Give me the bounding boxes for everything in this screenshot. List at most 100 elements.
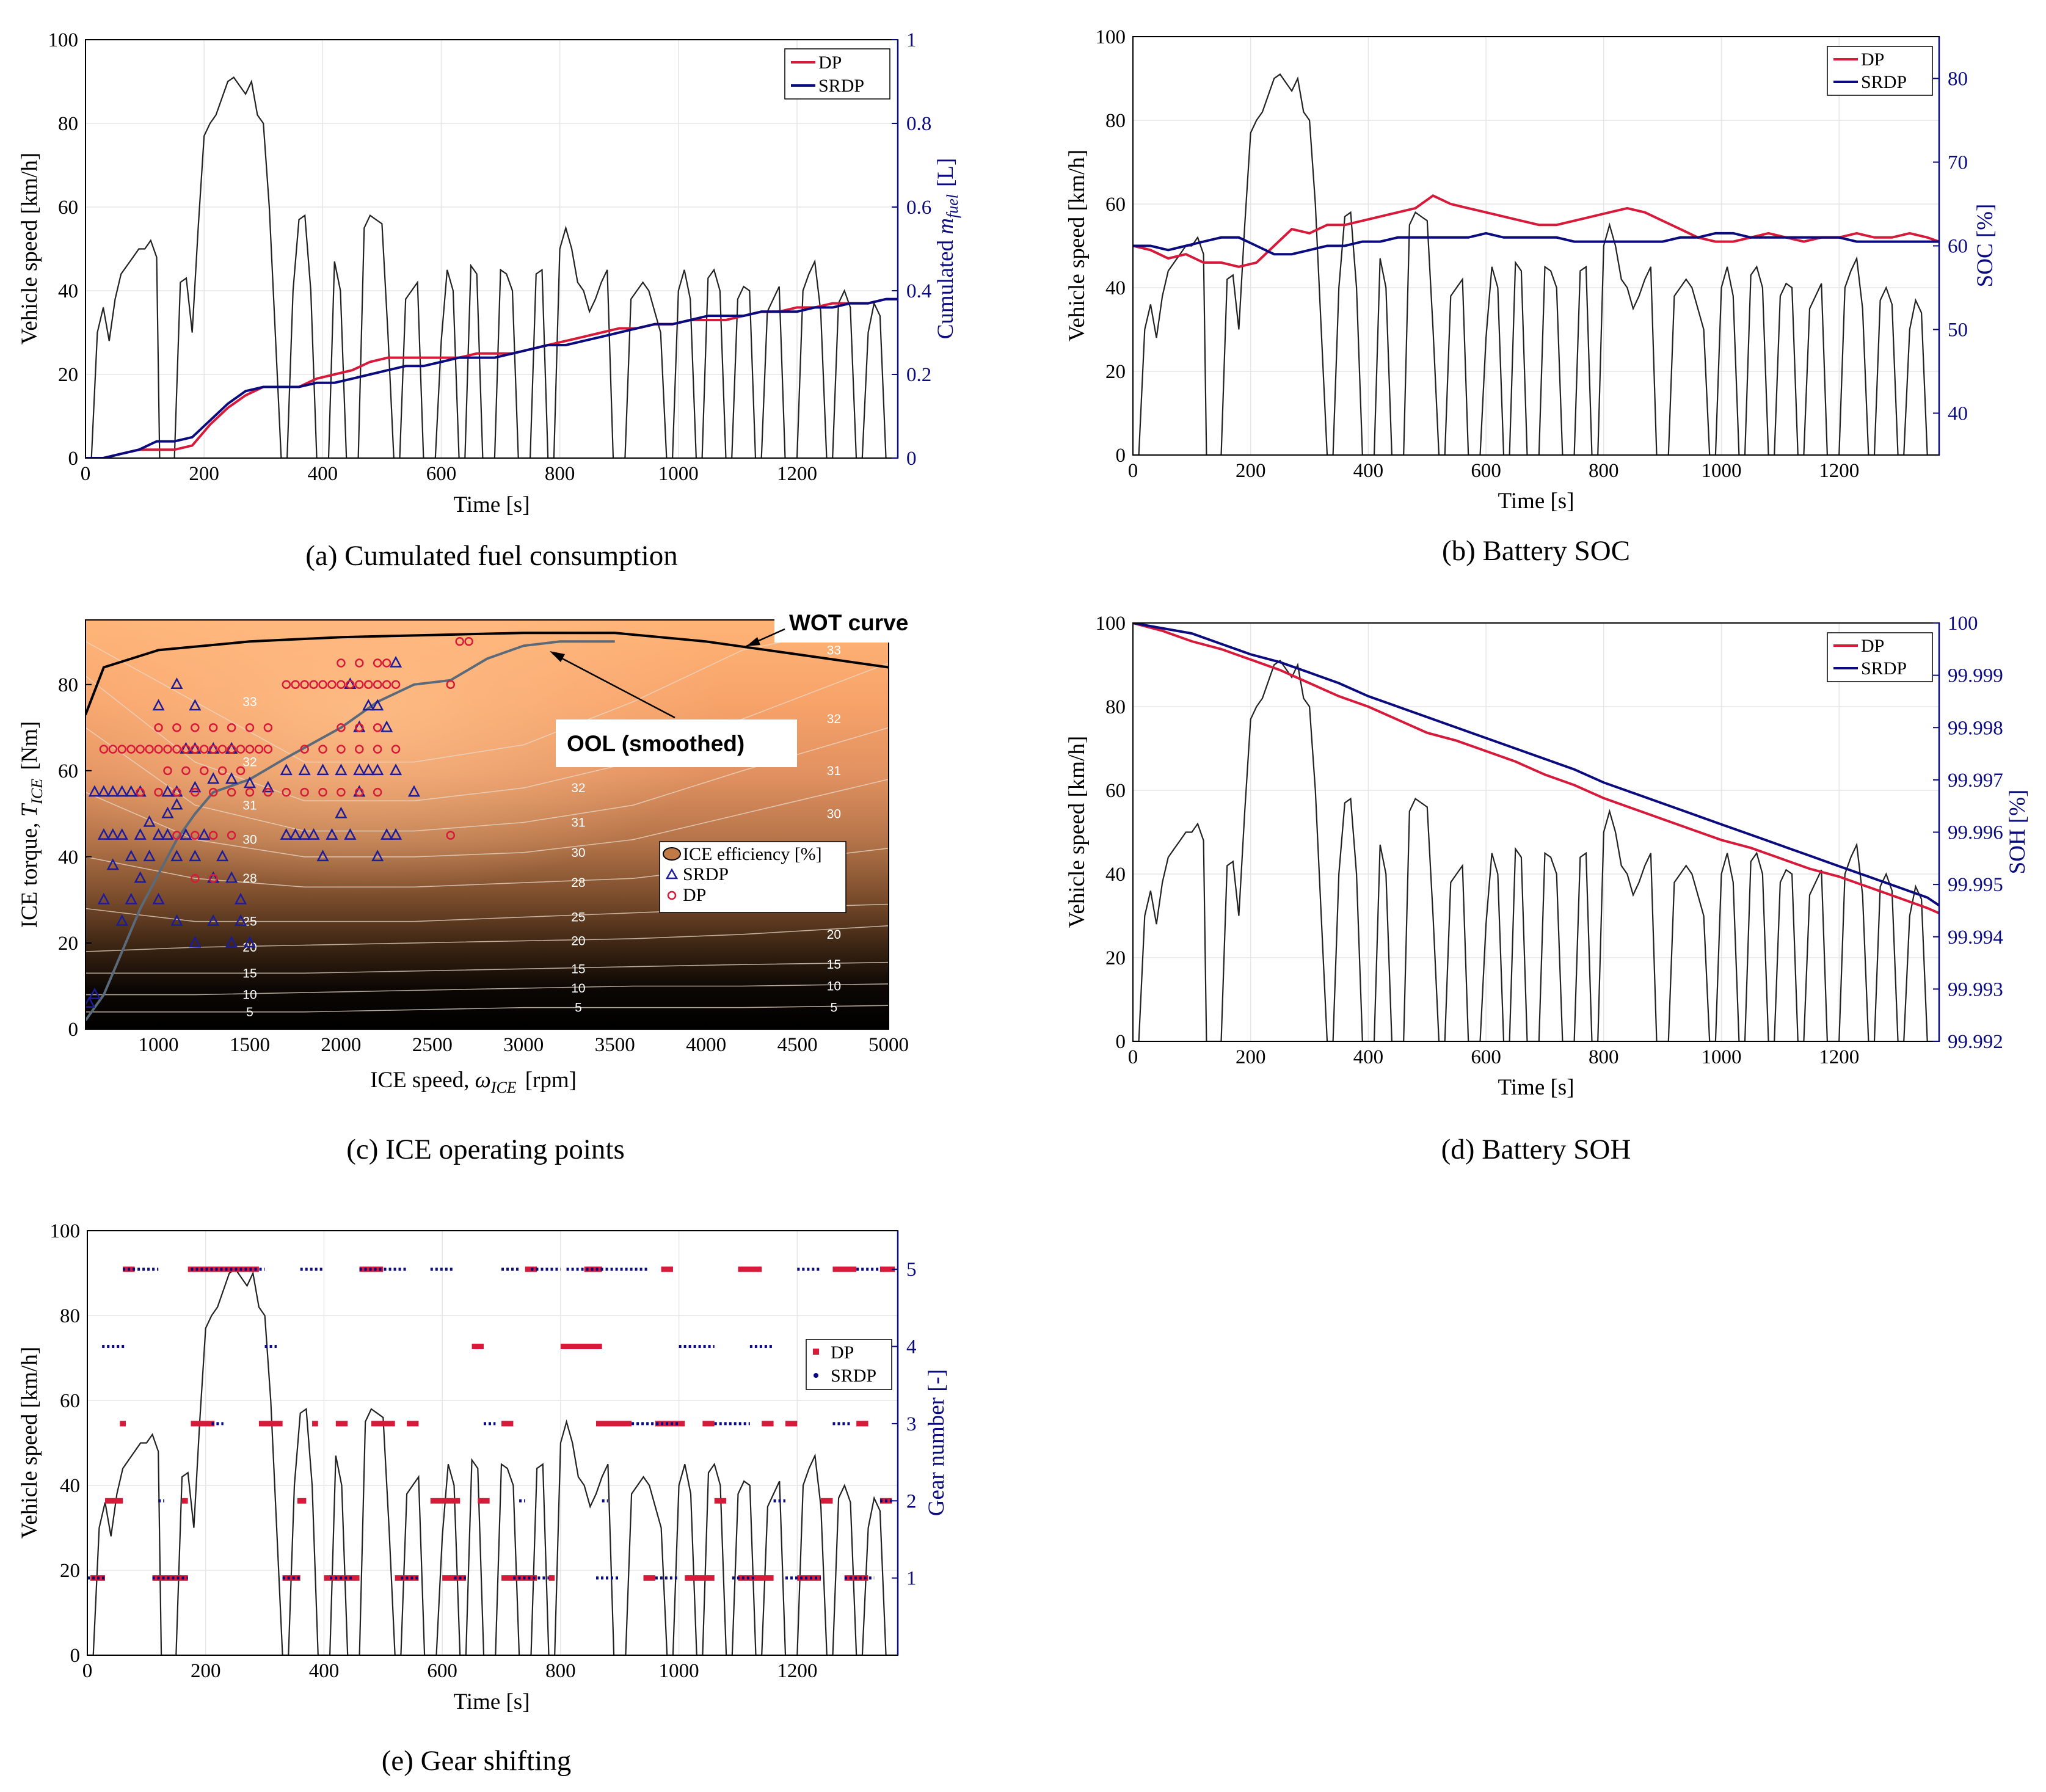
srdp-point: [234, 914, 247, 926]
contour-label: 5: [246, 1005, 253, 1019]
srdp-point: [189, 850, 202, 862]
y-tick-label: 20: [58, 364, 78, 386]
x-tick-label: 1000: [139, 1034, 179, 1056]
panel-d-battery-soh: 0 200 400 600 800 1000 1200 0 20 40 60 80 100 99.992 9…: [1065, 613, 2030, 1165]
contour-label: 15: [242, 966, 257, 980]
srdp-point: [189, 936, 202, 948]
srdp-point: [335, 806, 348, 818]
xlabel-a: Time [s]: [453, 492, 530, 517]
dp-point: [172, 831, 181, 840]
dp-soh-line: [1133, 623, 1939, 915]
ylabel-c-sym: T: [17, 803, 42, 817]
y-tick-label: 100: [1096, 613, 1126, 635]
contour-line: [86, 961, 889, 974]
dp-point: [181, 745, 191, 754]
srdp-point: [316, 850, 329, 862]
contour-label: 33: [242, 695, 257, 709]
panel-a-fuel-consumption: 0 200 400 600 800 1000 120002040608010000.20.4…: [17, 29, 961, 572]
y-tick-label: 80: [1105, 696, 1126, 718]
dp-point: [337, 745, 346, 754]
srdp-point: [207, 772, 220, 784]
srdp-point: [143, 815, 156, 827]
y2-tick-label: 99.993: [1948, 978, 2003, 1000]
caption-b: (b) Battery SOC: [1442, 535, 1630, 567]
dp-point: [346, 680, 355, 690]
srdp-point: [106, 828, 119, 840]
y-tick-label: 0: [68, 448, 79, 470]
y-tick-label: 40: [60, 1475, 80, 1497]
x-tick-label: 600: [426, 463, 457, 485]
x-tick-label: 800: [1589, 1046, 1619, 1068]
legend-e-dp: DP: [831, 1342, 854, 1363]
srdp-point: [125, 850, 137, 862]
srdp-point: [243, 776, 257, 789]
dp-point: [217, 745, 227, 754]
y2label-a-post: [L]: [933, 158, 958, 187]
x-tick-label: 600: [1471, 1046, 1501, 1068]
dp-point: [191, 831, 200, 840]
ylabel-e: Vehicle speed [km/h]: [17, 1347, 42, 1539]
dp-point: [245, 723, 255, 732]
y-tick-label: 80: [58, 113, 78, 135]
dp-point: [263, 745, 273, 754]
contour-label: 5: [575, 1001, 582, 1015]
x-tick-label: 1200: [777, 1660, 817, 1682]
srdp-point: [134, 828, 147, 840]
dp-point: [300, 787, 309, 797]
speed-line-d: [1133, 660, 1939, 1041]
ool-annotation: OOL (smoothed): [567, 731, 744, 756]
contour-label: 32: [242, 756, 257, 770]
srdp-point: [298, 763, 311, 776]
legend-c-srdp: SRDP: [683, 864, 729, 884]
srdp-point: [261, 781, 274, 793]
dp-point: [355, 680, 364, 690]
contour-label: 5: [830, 1001, 837, 1015]
srdp-soc-line: [1133, 231, 1939, 256]
contour-label: 31: [571, 815, 585, 829]
dp-point: [208, 745, 218, 754]
srdp-point: [152, 892, 165, 905]
wot-annotation-box: [774, 605, 939, 643]
y2-tick-label: 99.999: [1948, 665, 2003, 687]
srdp-point: [307, 828, 320, 840]
srdp-point: [143, 850, 156, 862]
srdp-point: [125, 785, 137, 797]
srdp-point: [326, 828, 338, 840]
srdp-point: [115, 785, 128, 797]
srdp-fuel-line: [86, 297, 898, 458]
srdp-legend-marker: [814, 1373, 818, 1378]
legend-b: DP SRDP: [1827, 46, 1933, 96]
y-tick-label: 0: [68, 1019, 79, 1041]
y2-tick-label: 0.6: [906, 197, 931, 219]
srdp-point: [362, 699, 375, 711]
ylabel-c-sub: ICE: [28, 779, 46, 805]
dp-point: [382, 680, 391, 690]
dp-point: [318, 787, 327, 797]
srdp-point: [97, 892, 110, 905]
y2-tick-label: 40: [1948, 403, 1968, 425]
axes-frame-a: [85, 39, 898, 459]
y-tick-label: 100: [1096, 26, 1126, 48]
ool-arrowhead: [550, 651, 565, 662]
srdp-point: [86, 996, 96, 1008]
srdp-point: [152, 828, 165, 840]
x-tick-label: 0: [1128, 1046, 1138, 1068]
legend-d: DP SRDP: [1827, 632, 1933, 682]
dp-point: [236, 745, 246, 754]
legend-a-srdp: SRDP: [818, 76, 864, 96]
contour-label: 20: [827, 928, 841, 942]
dp-point: [282, 787, 291, 797]
srdp-point: [225, 772, 238, 784]
dp-point: [245, 745, 255, 754]
axes-frame-d: [1132, 622, 1940, 1042]
srdp-point: [380, 828, 393, 840]
contour-label: 15: [571, 962, 585, 976]
srdp-soh-line: [1133, 623, 1939, 907]
y2label-b: SOC [%]: [1973, 204, 1998, 288]
contour-label: 31: [827, 764, 841, 778]
srdp-gear-marks: [87, 1267, 892, 1580]
y2-tick-label: 70: [1948, 152, 1968, 174]
dp-point: [282, 680, 291, 690]
ylabel-a: Vehicle speed [km/h]: [17, 153, 42, 344]
srdp-point: [161, 828, 174, 840]
